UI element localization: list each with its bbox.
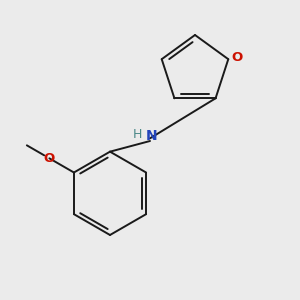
Text: H: H — [133, 128, 142, 141]
Text: N: N — [146, 129, 157, 143]
Text: O: O — [231, 51, 243, 64]
Text: O: O — [44, 152, 55, 165]
